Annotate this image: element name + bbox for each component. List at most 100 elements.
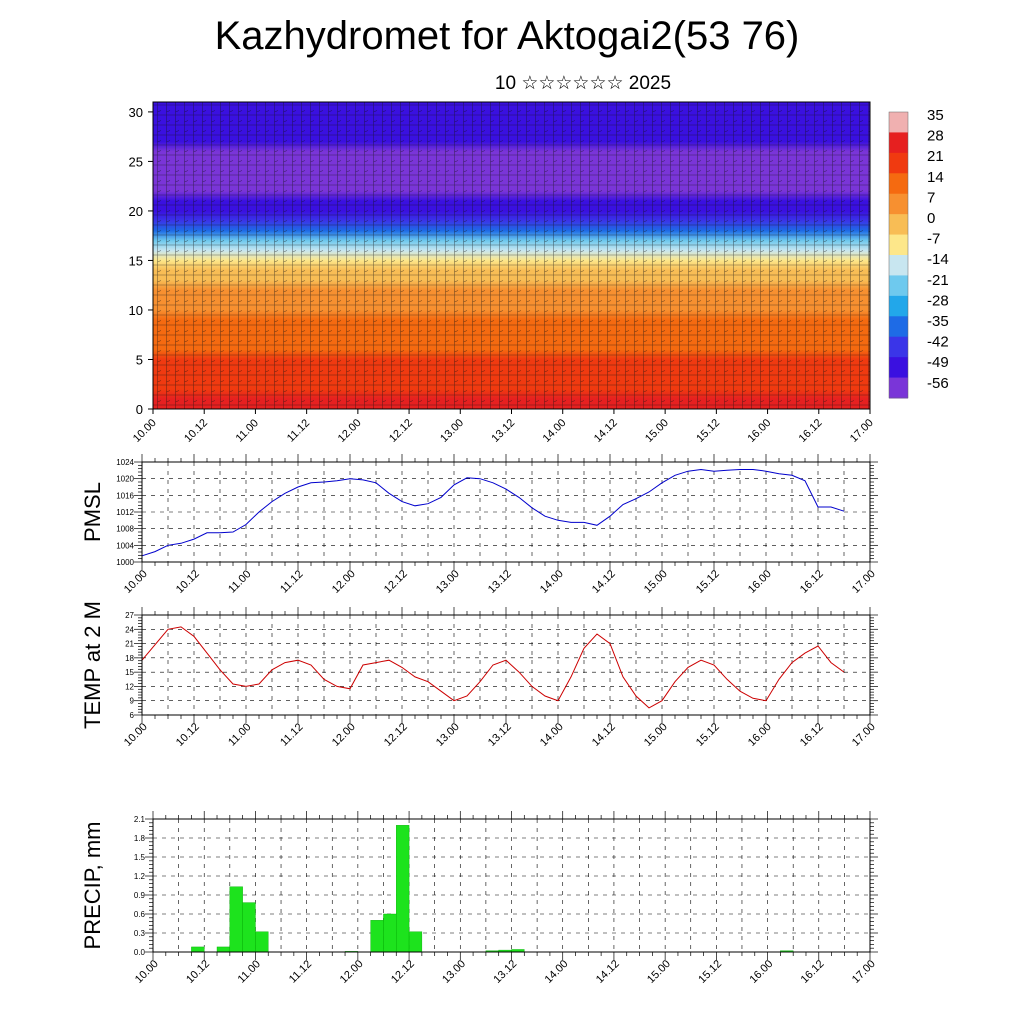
y-tick-label: 0.6 [134, 910, 146, 919]
y-tick-label: 0.3 [134, 929, 146, 938]
precip-panel: 0.0 0.3 0.6 0.9 1.2 1.5 1.8 2.1 10.00 10.12 11.00 1… [80, 811, 878, 986]
x-tick-label: 15.12 [696, 958, 724, 986]
series-line [141, 468, 845, 557]
chart-subtitle: 10 ☆☆☆☆☆☆ 2025 [494, 73, 672, 94]
y-axis-title: PRECIP, mm [80, 822, 105, 950]
colorbar-swatch [889, 336, 908, 358]
x-tick-label: 11.00 [226, 568, 253, 595]
y-tick-label: 1008 [116, 525, 134, 534]
precip-bar [255, 931, 269, 953]
colorbar-swatch [889, 275, 908, 297]
x-tick-label: 10.12 [184, 958, 212, 986]
colorbar-label: 14 [927, 169, 944, 186]
heatmap-y-tick-label: 5 [136, 352, 143, 367]
x-tick-label: 11.00 [226, 721, 253, 748]
y-tick-label: 0.9 [134, 891, 146, 900]
y-tick-label: 1004 [116, 541, 134, 550]
y-tick-label: 2.1 [134, 815, 146, 824]
heatmap-y-tick-label: 20 [129, 204, 143, 219]
colorbar-swatch [889, 377, 908, 399]
heatmap-x-tick-label: 16.00 [745, 417, 773, 445]
x-tick-label: 17.00 [850, 568, 878, 596]
colorbar-label: -56 [927, 375, 949, 392]
heatmap-x-tick-label: 12.00 [336, 417, 364, 445]
heatmap-y-tick-label: 0 [136, 402, 143, 417]
heatmap-x-tick-label: 15.12 [694, 417, 722, 445]
colorbar-swatch [889, 193, 908, 215]
y-tick-label: 1024 [116, 458, 134, 467]
y-tick-label: 21 [125, 640, 134, 649]
x-tick-label: 13.00 [440, 958, 468, 986]
series-line [141, 626, 845, 709]
colorbar-label: -42 [927, 334, 949, 351]
precip-bar [191, 946, 205, 953]
heatmap-x-tick-label: 14.12 [592, 417, 620, 445]
heatmap-x-tick-label: 11.12 [285, 417, 312, 444]
y-axis-title: TEMP at 2 M [80, 601, 105, 729]
precip-bar [229, 886, 243, 953]
y-tick-label: 1.5 [134, 853, 146, 862]
x-tick-label: 13.12 [486, 721, 514, 749]
colorbar-swatch [889, 295, 908, 317]
x-tick-label: 16.12 [799, 958, 827, 986]
x-tick-label: 16.00 [746, 721, 774, 749]
temperature-heatmap-panel: 0 5 10 15 20 25 30 10.00 10.12 11.00 11.12 12.00 12.… [129, 101, 876, 445]
colorbar-swatch [889, 152, 908, 174]
colorbar-label: -35 [927, 313, 949, 330]
heatmap-x-tick-label: 10.00 [131, 417, 159, 445]
heatmap-x-tick-label: 17.00 [848, 417, 876, 445]
y-tick-label: 1012 [116, 508, 134, 517]
x-tick-label: 11.12 [278, 721, 305, 748]
y-axis-title: PMSL [80, 482, 105, 542]
colorbar-label: -14 [927, 251, 949, 268]
heatmap-x-tick-label: 13.00 [438, 417, 466, 445]
precip-bar [370, 920, 384, 953]
precip-bar [408, 931, 423, 953]
heatmap-x-tick-label: 13.12 [489, 417, 517, 445]
pmsl-panel: 1000 1004 1008 1012 1016 1020 1024 10.00 10.12 11… [80, 454, 878, 596]
x-tick-label: 10.00 [133, 958, 161, 986]
x-tick-label: 12.12 [382, 721, 410, 749]
x-tick-label: 11.12 [278, 568, 305, 595]
colorbar-label: 35 [927, 107, 944, 124]
x-tick-label: 14.00 [538, 721, 566, 749]
heatmap-y-tick-label: 25 [129, 154, 143, 169]
x-tick-label: 13.00 [434, 568, 462, 596]
x-tick-label: 14.12 [590, 568, 618, 596]
x-tick-label: 12.12 [382, 568, 410, 596]
precip-bar [396, 825, 410, 953]
y-tick-label: 27 [125, 611, 134, 620]
colorbar-label: -49 [927, 354, 949, 371]
colorbar-frame [888, 111, 909, 399]
x-tick-label: 10.00 [122, 721, 150, 749]
heatmap-x-tick-label: 10.12 [182, 417, 210, 445]
precip-bar [242, 902, 256, 953]
y-tick-label: 24 [125, 625, 134, 634]
y-tick-label: 1020 [116, 475, 134, 484]
x-tick-label: 16.12 [798, 721, 826, 749]
x-tick-label: 17.00 [850, 958, 878, 986]
y-tick-label: 15 [125, 668, 134, 677]
colorbar-label: 0 [927, 210, 935, 227]
colorbar-swatch [889, 255, 908, 276]
y-tick-label: 1.8 [134, 834, 146, 843]
x-tick-label: 11.12 [287, 958, 314, 985]
y-tick-label: 1.2 [134, 872, 146, 881]
x-tick-label: 12.12 [389, 958, 417, 986]
heatmap-x-tick-label: 11.00 [234, 417, 261, 444]
colorbar-legend: 35 28 21 14 7 0 -7 -14 -21 -28 -35 -42 -49 -56 [888, 107, 949, 399]
x-tick-label: 17.00 [850, 721, 878, 749]
heatmap-x-tick-label: 16.12 [797, 417, 825, 445]
heatmap-x-tick-label: 15.00 [643, 417, 671, 445]
heatmap-x-tick-label: 14.00 [541, 417, 569, 445]
colorbar-swatch [889, 112, 908, 133]
colorbar-label: 28 [927, 128, 944, 145]
x-tick-label: 14.00 [543, 958, 571, 986]
y-tick-label: 18 [125, 654, 134, 663]
precip-bar [216, 946, 231, 953]
colorbar-swatch [889, 214, 908, 236]
y-tick-label: 6 [130, 711, 135, 720]
heatmap-y-tick-label: 10 [129, 303, 143, 318]
x-tick-label: 11.00 [236, 958, 263, 985]
